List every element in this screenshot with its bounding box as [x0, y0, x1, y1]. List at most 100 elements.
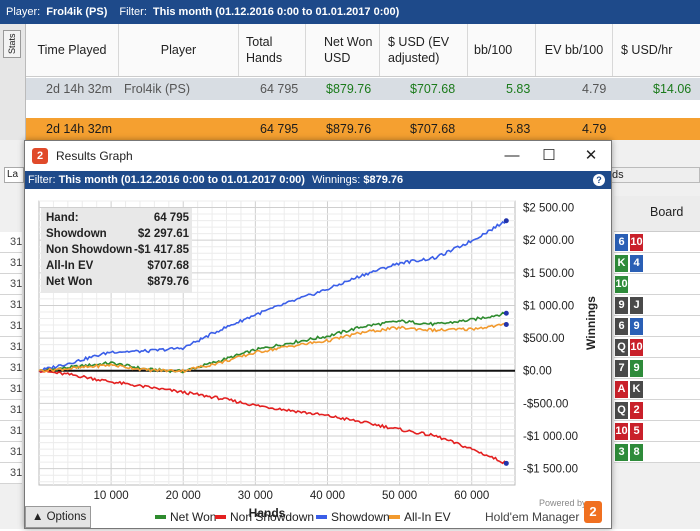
- x-tick-label: 30 000: [238, 490, 273, 502]
- stat-value-non-showdown: -$1 417.85: [134, 244, 189, 256]
- graph-filter-value: This month (01.12.2016 0:00 to 01.01.201…: [58, 174, 305, 186]
- col-net-won[interactable]: Net Won USD: [306, 24, 380, 76]
- x-tick-label: 60 000: [454, 490, 489, 502]
- col-total-hands[interactable]: Total Hands: [239, 24, 306, 76]
- hand-id-cell[interactable]: 31: [0, 379, 22, 400]
- hand-id-cell[interactable]: 31: [0, 295, 22, 316]
- col-usd-hr[interactable]: $ USD/hr: [621, 43, 673, 57]
- hand-id-cell[interactable]: 31: [0, 274, 22, 295]
- hand-id-cell[interactable]: 31: [0, 337, 22, 358]
- cell-bb100: 5.83: [506, 82, 531, 96]
- legend-allin-ev[interactable]: All-In EV: [389, 510, 451, 524]
- stat-label-net-won: Net Won: [46, 276, 93, 288]
- board-card: 5: [630, 422, 643, 440]
- board-card: A: [615, 380, 628, 398]
- legend-label: Net Won: [170, 510, 217, 524]
- legend-showdown[interactable]: Showdown: [316, 510, 390, 524]
- x-tick-label: 50 000: [382, 490, 417, 502]
- options-button[interactable]: ▲ Options: [25, 506, 91, 528]
- board-row[interactable]: 10: [614, 274, 700, 295]
- options-label: Options: [46, 511, 87, 523]
- graph-filter-label: Filter:: [28, 174, 56, 186]
- col-time-played[interactable]: Time Played: [26, 24, 119, 76]
- summary-ev-bb100: 4.79: [582, 122, 607, 136]
- hand-id-cell[interactable]: 31: [0, 421, 22, 442]
- summary-net-won: $879.76: [326, 122, 372, 136]
- cell-time: 2d 14h 32m: [46, 82, 113, 96]
- minimize-icon[interactable]: —: [504, 147, 520, 164]
- maximize-icon[interactable]: ☐: [542, 147, 556, 164]
- hand-id-cell[interactable]: 31: [0, 400, 22, 421]
- hand-id-cell[interactable]: 31: [0, 253, 22, 274]
- y-tick-label: -$1 500.00: [523, 464, 578, 476]
- board-column-header[interactable]: Board: [614, 196, 700, 232]
- graph-filter-bar: Filter: This month (01.12.2016 0:00 to 0…: [25, 171, 611, 189]
- x-tick-label: 40 000: [310, 490, 345, 502]
- y-tick-label: $0.00: [523, 366, 552, 378]
- col-bb100[interactable]: bb/100: [468, 24, 536, 76]
- board-card: 9: [630, 317, 643, 335]
- y-tick-label: $2 000.00: [523, 235, 574, 247]
- graph-winnings-label: Winnings:: [312, 174, 361, 186]
- board-row[interactable]: Q 10: [614, 337, 700, 358]
- table-header: Time Played Player Total Hands Net Won U…: [26, 24, 700, 77]
- board-card: 2: [630, 401, 643, 419]
- stats-box: Hand: 64 795 Showdown $2 297.61 Non Show…: [41, 208, 192, 293]
- hand-id-cell[interactable]: 31: [0, 442, 22, 463]
- player-label: Player:: [6, 6, 41, 18]
- board-card: K: [615, 254, 628, 272]
- board-row[interactable]: 6 10: [614, 232, 700, 253]
- legend-swatch: [316, 515, 327, 519]
- series-line-all-in-ev: [38, 322, 507, 373]
- board-card: 7: [615, 359, 628, 377]
- board-card: 4: [630, 254, 643, 272]
- brand-name: Hold'em Manager: [485, 510, 580, 524]
- right-dropdown[interactable]: ds: [608, 167, 700, 183]
- hand-id-cell[interactable]: 31: [0, 463, 22, 484]
- y-tick-label: $1 500.00: [523, 268, 574, 280]
- filter-label: Filter:: [119, 6, 147, 18]
- board-card: 10: [630, 338, 643, 356]
- cell-usd-hr: $14.06: [653, 82, 692, 96]
- board-column: 6 10 K 4 10 9 J 6 9 Q 10 7 9 A K Q 2 10 5 3 8: [614, 232, 700, 463]
- series-end-point: [503, 322, 509, 328]
- board-row[interactable]: 10 5: [614, 421, 700, 442]
- y-axis-label: Winnings: [584, 296, 598, 350]
- table-row[interactable]: 2d 14h 32m Frol4ik (PS) 64 795 $879.76 $…: [26, 78, 700, 100]
- col-ev-bb100[interactable]: EV bb/100: [536, 24, 613, 76]
- player-name[interactable]: Frol4ik (PS): [46, 6, 108, 18]
- stats-tab[interactable]: Stats: [3, 30, 21, 58]
- stats-side-tab: Stats: [0, 24, 26, 144]
- stat-label-showdown: Showdown: [46, 228, 107, 240]
- series-line-showdown: [38, 220, 507, 372]
- window-titlebar[interactable]: 2 Results Graph — ☐ ✕: [25, 141, 611, 171]
- legend-label: Showdown: [331, 510, 390, 524]
- left-dropdown[interactable]: La: [4, 167, 24, 183]
- legend-swatch: [389, 515, 400, 519]
- legend-net-won[interactable]: Net Won: [155, 510, 216, 524]
- cell-hands: 64 795: [260, 82, 299, 96]
- table-summary-row[interactable]: 2d 14h 32m 64 795 $879.76 $707.68 5.83 4…: [26, 118, 700, 140]
- hand-id-cell[interactable]: 31: [0, 358, 22, 379]
- cell-ev-adjusted: $707.68: [410, 82, 456, 96]
- col-player[interactable]: Player: [119, 24, 239, 76]
- filter-value[interactable]: This month (01.12.2016 0:00 to 01.01.201…: [152, 6, 400, 18]
- board-card: 10: [615, 422, 628, 440]
- col-ev-adjusted[interactable]: $ USD (EV adjusted): [380, 24, 468, 76]
- legend-swatch: [155, 515, 166, 519]
- help-icon[interactable]: ?: [593, 174, 605, 186]
- board-card: 9: [630, 359, 643, 377]
- close-icon[interactable]: ✕: [584, 147, 598, 164]
- hand-id-cell[interactable]: 31: [0, 316, 22, 337]
- hand-id-cell[interactable]: 31: [0, 232, 22, 253]
- graph-winnings-value: $879.76: [363, 174, 404, 186]
- board-card: 10: [615, 275, 628, 293]
- legend-non-showdown[interactable]: Non Showdown: [215, 510, 314, 524]
